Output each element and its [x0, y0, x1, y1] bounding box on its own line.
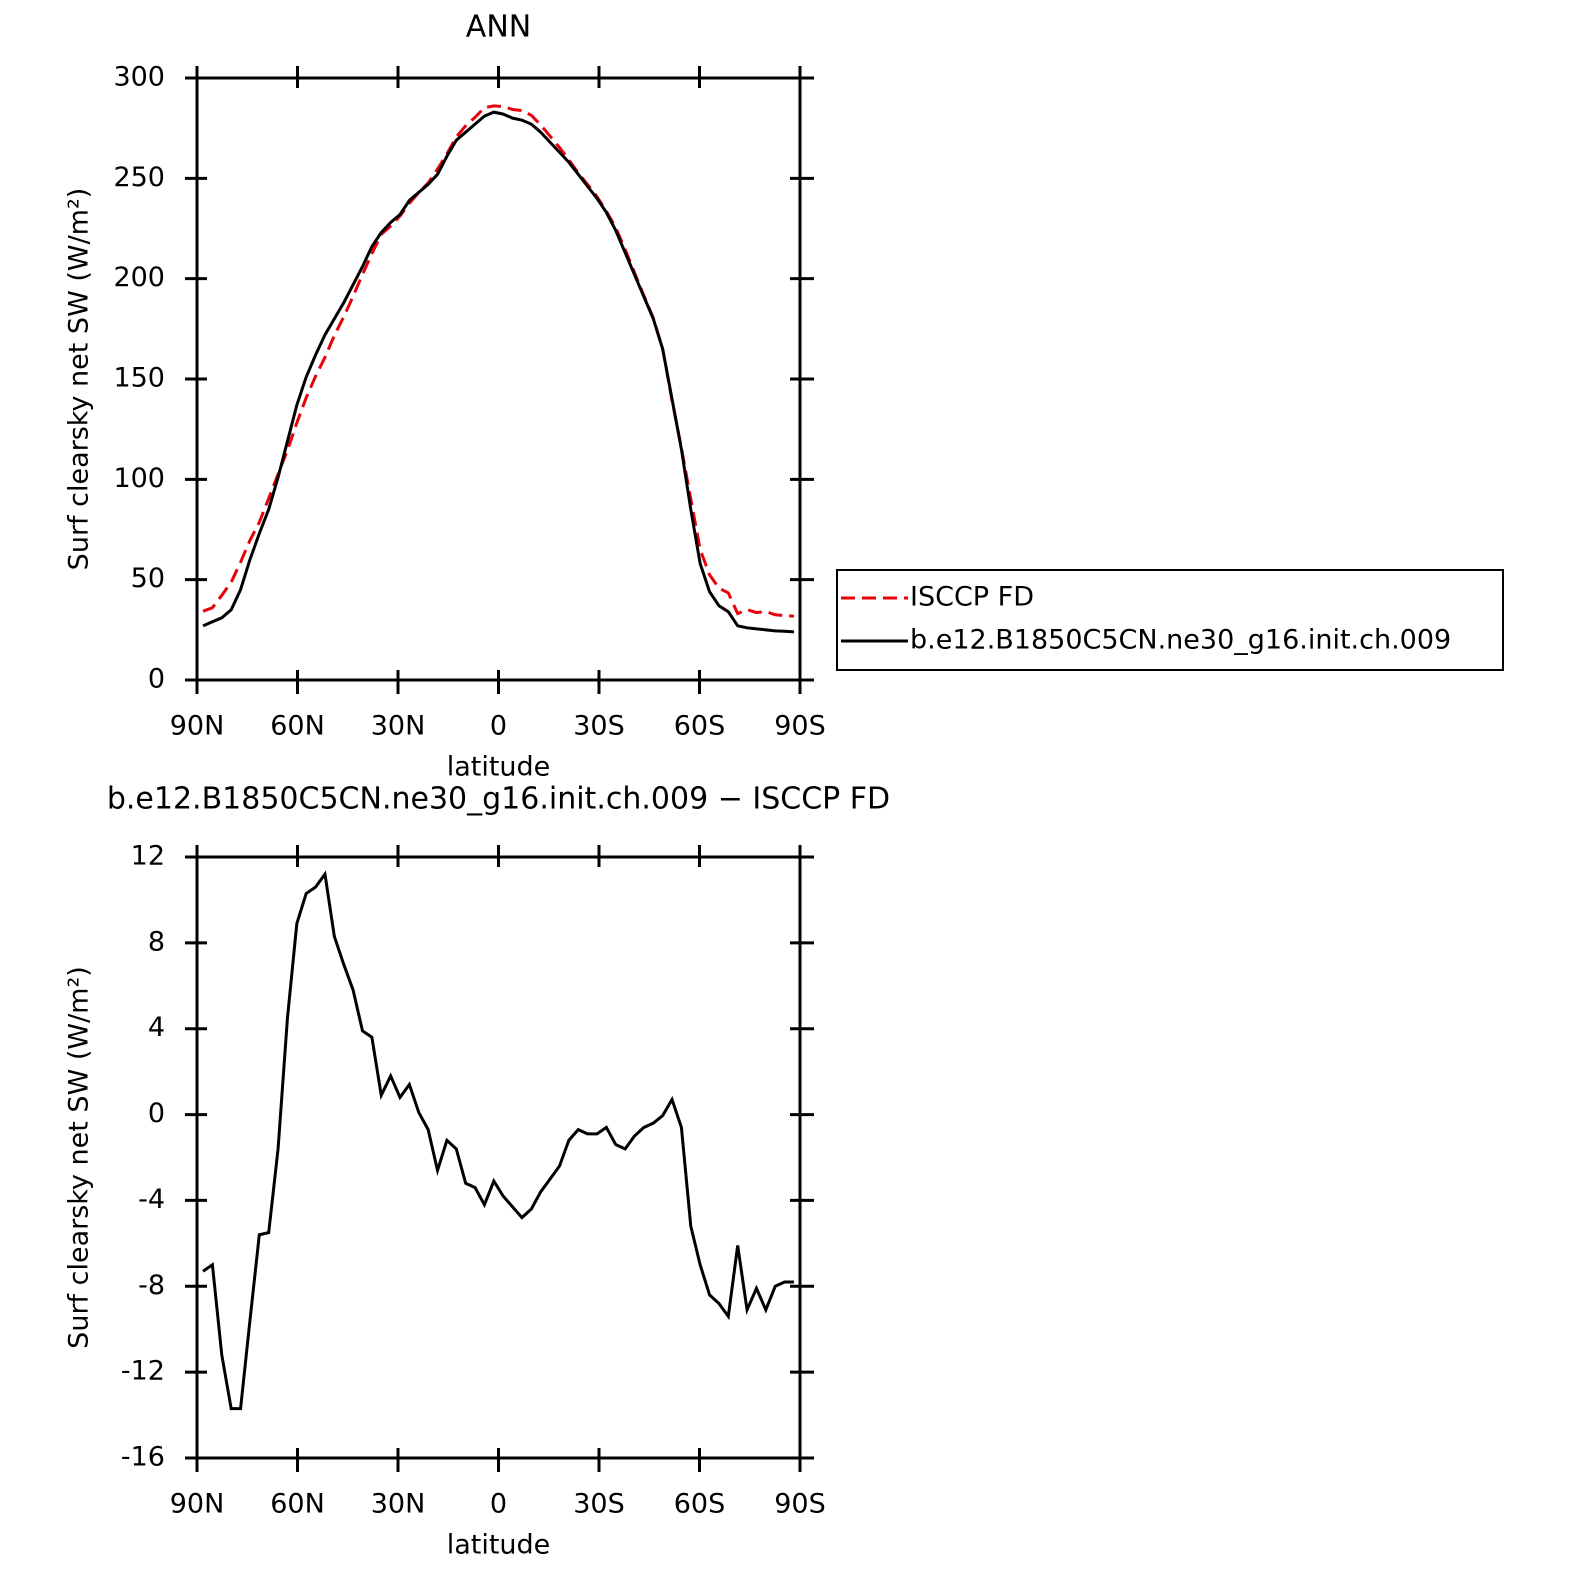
y-tick-label: 0 — [148, 1098, 165, 1129]
data-line — [202, 110, 795, 634]
legend-label: b.e12.B1850C5CN.ne30_g16.init.ch.009 — [910, 625, 1451, 656]
x-tick-label: 30S — [573, 711, 625, 742]
y-tick-label: 250 — [113, 162, 165, 193]
x-tick-label: 90S — [774, 1489, 826, 1520]
x-tick-label: 30N — [371, 711, 426, 742]
data-line — [202, 104, 795, 618]
plot-frame — [195, 855, 802, 1460]
x-tick-label: 60S — [674, 711, 726, 742]
x-tick-label: 30S — [573, 1489, 625, 1520]
x-tick-label: 0 — [490, 711, 507, 742]
y-tick-label: 12 — [131, 841, 165, 872]
y-tick-label: 150 — [113, 363, 165, 394]
x-tick-label: 60S — [674, 1489, 726, 1520]
data-line — [202, 870, 794, 1411]
y-tick-label: -8 — [138, 1270, 165, 1301]
y-tick-label: 100 — [113, 463, 165, 494]
plot-frame — [195, 76, 802, 682]
y-tick-label: 4 — [148, 1012, 165, 1043]
x-tick-label: 60N — [270, 1489, 325, 1520]
x-tick-label: 90N — [170, 1489, 225, 1520]
legend-box — [836, 569, 1504, 671]
y-tick-label: 0 — [148, 664, 165, 695]
legend-label: ISCCP FD — [910, 582, 1034, 613]
x-axis-label: latitude — [447, 1530, 551, 1561]
y-tick-label: 300 — [113, 62, 165, 93]
y-axis-label: Surf clearsky net SW (W/m²) — [64, 188, 95, 571]
x-tick-label: 60N — [270, 711, 325, 742]
x-tick-label: 30N — [371, 1489, 426, 1520]
x-tick-label: 90S — [774, 711, 826, 742]
y-tick-label: 200 — [113, 262, 165, 293]
y-axis-label: Surf clearsky net SW (W/m²) — [64, 966, 95, 1349]
x-axis-label: latitude — [447, 752, 551, 783]
y-tick-label: -16 — [121, 1442, 165, 1473]
y-tick-label: -4 — [138, 1184, 165, 1215]
y-tick-label: 8 — [148, 926, 165, 957]
x-tick-label: 90N — [170, 711, 225, 742]
chart-title: ANN — [466, 10, 531, 45]
y-tick-label: -12 — [121, 1356, 165, 1387]
y-tick-label: 50 — [131, 563, 165, 594]
x-tick-label: 0 — [490, 1489, 507, 1520]
chart-title: b.e12.B1850C5CN.ne30_g16.init.ch.009 − I… — [107, 782, 890, 817]
